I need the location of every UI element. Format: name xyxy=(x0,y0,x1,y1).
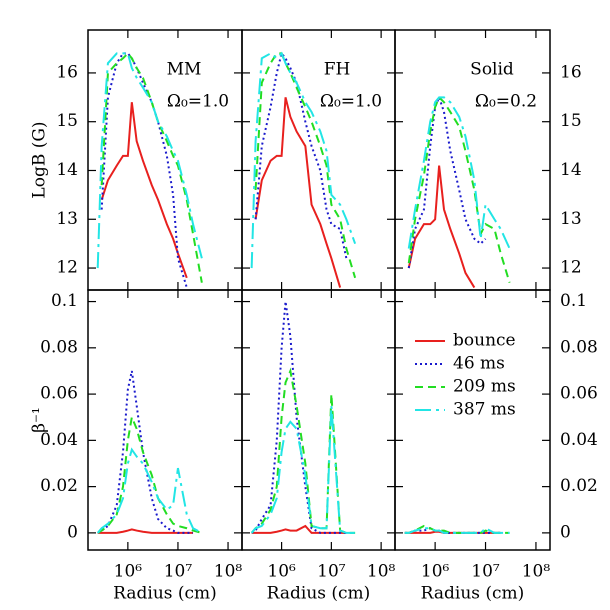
series-line xyxy=(254,52,357,279)
series-line xyxy=(404,527,510,534)
series-line xyxy=(250,367,356,534)
x-tick-label: 10⁶ xyxy=(421,562,450,582)
x-axis-label: Radius (cm) xyxy=(267,584,371,604)
series-line xyxy=(404,524,510,534)
series-line xyxy=(97,413,203,534)
y-tick-label: 0.08 xyxy=(40,337,78,357)
y-axis-label: LogB (G) xyxy=(30,121,50,198)
x-tick-label: 10⁸ xyxy=(522,562,551,582)
y-tick-label: 13 xyxy=(560,209,582,229)
panel-title: MM xyxy=(167,60,202,80)
y-tick-label: 0.02 xyxy=(40,476,78,496)
series-line xyxy=(100,102,188,279)
series-line xyxy=(407,165,476,289)
x-axis-label: Radius (cm) xyxy=(421,584,525,604)
y-axis-label: β⁻¹ xyxy=(30,407,50,433)
y-tick-label: 15 xyxy=(560,111,582,131)
y-tick-label: 0.04 xyxy=(40,430,78,450)
y-tick-label: 16 xyxy=(56,62,78,82)
series-line xyxy=(251,524,347,534)
series-line xyxy=(250,51,357,269)
x-axis-label: Radius (cm) xyxy=(113,584,217,604)
y-tick-label: 0.02 xyxy=(560,476,598,496)
y-tick-label: 0 xyxy=(560,522,571,542)
panel-title: FH xyxy=(324,60,351,80)
series-line xyxy=(96,52,203,269)
y-tick-label: 16 xyxy=(560,62,582,82)
x-tick-label: 10⁶ xyxy=(114,562,143,582)
y-tick-label: 13 xyxy=(56,209,78,229)
series-line xyxy=(97,370,194,534)
panel-title: Solid xyxy=(470,60,514,80)
x-tick-label: 10⁷ xyxy=(164,562,193,582)
y-tick-label: 14 xyxy=(56,160,78,180)
series-line xyxy=(404,527,501,534)
series-line xyxy=(407,94,487,269)
x-tick-label: 10⁸ xyxy=(367,562,396,582)
x-tick-label: 10⁸ xyxy=(214,562,243,582)
panel-annotation: Ω₀=1.0 xyxy=(320,92,382,112)
y-tick-label: 0.1 xyxy=(560,291,587,311)
y-tick-label: 0.06 xyxy=(560,384,598,404)
y-tick-label: 15 xyxy=(56,111,78,131)
series-line xyxy=(97,528,194,534)
series-line xyxy=(404,530,501,534)
series-line xyxy=(96,447,203,534)
x-tick-label: 10⁷ xyxy=(471,562,500,582)
legend-label: 46 ms xyxy=(453,354,505,374)
series-line xyxy=(100,51,203,283)
panel-frame xyxy=(394,289,551,551)
series-line xyxy=(254,51,348,259)
y-tick-label: 0.08 xyxy=(560,337,598,357)
panel-annotation: Ω₀=1.0 xyxy=(167,92,229,112)
x-tick-label: 10⁶ xyxy=(267,562,296,582)
y-tick-label: 0.04 xyxy=(560,430,598,450)
x-tick-label: 10⁷ xyxy=(317,562,346,582)
series-line xyxy=(251,301,347,534)
series-line xyxy=(254,97,342,288)
legend-label: 209 ms xyxy=(453,377,516,397)
panel-annotation: Ω₀=0.2 xyxy=(475,92,537,112)
y-tick-label: 12 xyxy=(56,258,78,278)
series-line xyxy=(407,95,511,283)
y-tick-label: 0.1 xyxy=(51,291,78,311)
y-tick-label: 0 xyxy=(67,522,78,542)
y-tick-label: 12 xyxy=(560,258,582,278)
panel-frame xyxy=(241,29,396,291)
y-tick-label: 14 xyxy=(560,160,582,180)
series-line xyxy=(407,96,511,249)
legend-label: 387 ms xyxy=(453,400,516,420)
panel-frame xyxy=(241,289,396,551)
y-tick-label: 0.06 xyxy=(40,384,78,404)
series-line xyxy=(250,405,356,534)
legend-label: bounce xyxy=(453,331,516,351)
